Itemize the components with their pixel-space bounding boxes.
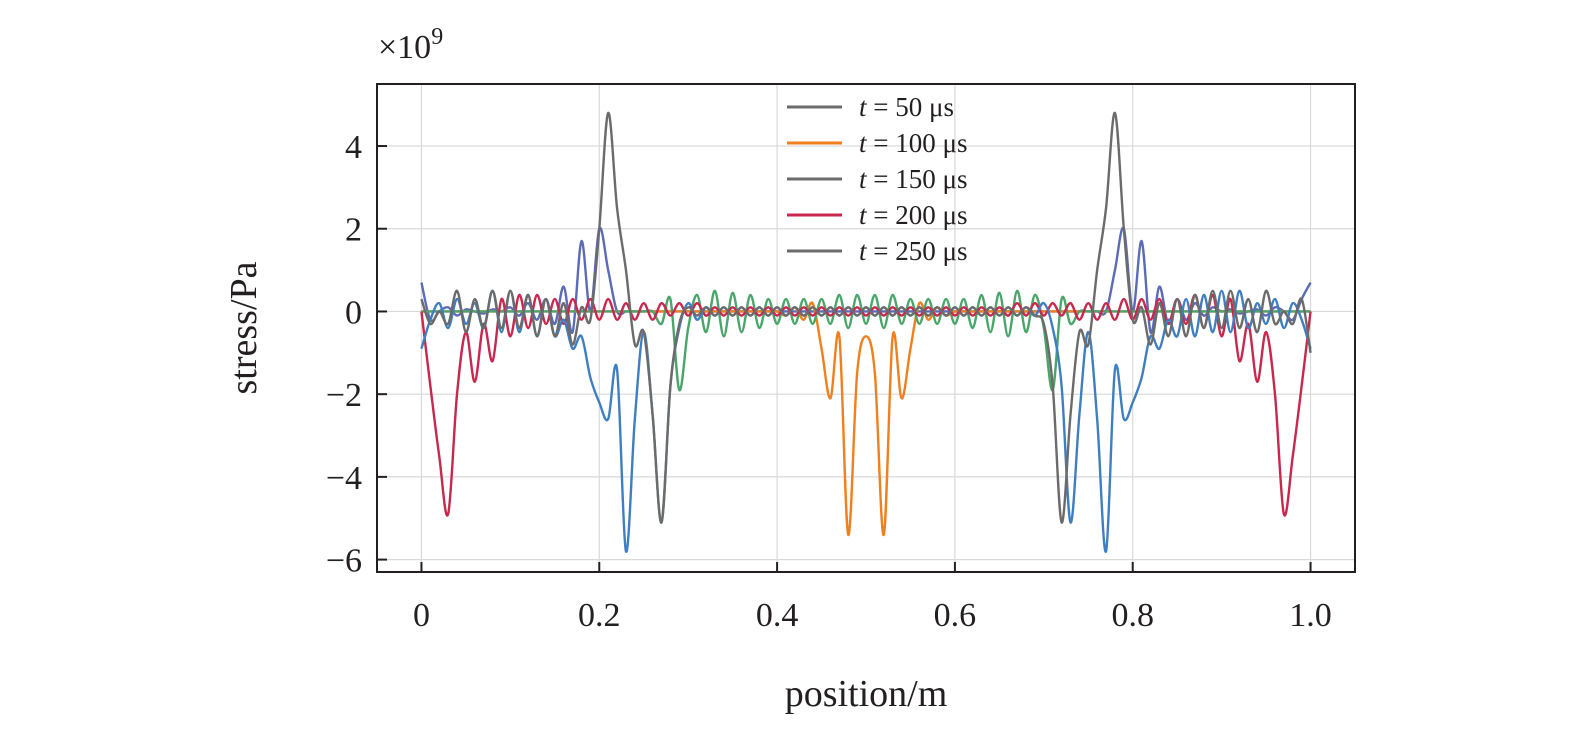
- legend: t = 50 μs t = 100 μs t = 150 μs t = 200 μs t…: [787, 92, 967, 266]
- x-tick-label: 0.4: [756, 597, 799, 634]
- y-tick-label: 4: [345, 129, 362, 166]
- legend-entry: t = 250 μs: [859, 236, 967, 266]
- x-tick-label: 0.6: [934, 597, 977, 634]
- x-tick-label: 1.0: [1289, 597, 1332, 634]
- y-tick-label: 2: [345, 212, 362, 249]
- x-tick-label: 0: [413, 597, 430, 634]
- data-series: [420, 111, 1312, 553]
- y-axis-label: stress/Pa: [223, 261, 265, 394]
- y-multiplier-label: ×109: [378, 24, 443, 66]
- x-axis-label: position/m: [785, 673, 948, 715]
- x-tick-label: 0.2: [578, 597, 621, 634]
- legend-entry: t = 200 μs: [859, 200, 967, 230]
- legend-entry: t = 50 μs: [859, 92, 954, 122]
- series-line-5: [420, 111, 1312, 524]
- y-tick-label: −6: [326, 543, 362, 580]
- y-tick-label: −2: [326, 377, 362, 414]
- y-tick-label: 0: [345, 294, 362, 331]
- series-line-2: [421, 289, 1311, 392]
- legend-entry: t = 150 μs: [859, 164, 967, 194]
- axis-ticks: 0 0.2 0.4 0.6 0.8 1.0 −6 −4 −2 0 2 4: [326, 129, 1332, 634]
- y-tick-label: −4: [326, 460, 362, 497]
- series-line-0: [420, 226, 1312, 334]
- x-tick-label: 0.8: [1111, 597, 1154, 634]
- legend-entry: t = 100 μs: [859, 128, 967, 158]
- plot-frame: [376, 83, 1356, 573]
